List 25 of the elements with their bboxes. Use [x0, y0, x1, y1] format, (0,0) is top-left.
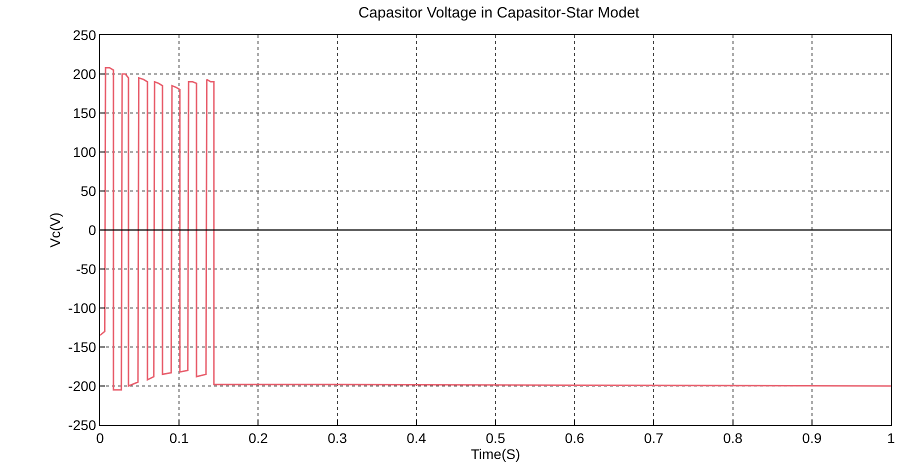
chart-title: Capasitor Voltage in Capasitor-Star Modet [358, 4, 640, 22]
x-tick-label: 0.1 [169, 430, 190, 446]
x-tick-label: 0.2 [248, 430, 268, 446]
line-series [100, 67, 891, 391]
x-tick-label: 0.9 [802, 430, 822, 446]
x-tick-label: 0.5 [486, 430, 506, 446]
x-tick-label: 0.6 [564, 430, 585, 446]
y-tick-label: 50 [80, 182, 96, 199]
y-tick-label: -150 [68, 338, 96, 355]
y-tick-label: -100 [68, 300, 96, 316]
y-tick-label: 250 [72, 26, 96, 43]
y-tick-label: -200 [68, 378, 96, 394]
y-tick-label: 0 [88, 222, 96, 238]
x-tick-label: 0.4 [406, 430, 426, 446]
x-tick-label: 0.3 [328, 430, 348, 446]
y-tick-label: -250 [68, 416, 96, 433]
y-tick-label: 200 [72, 66, 96, 82]
y-tick-label: 150 [72, 104, 96, 121]
y-axis-title: Vc(V) [46, 212, 63, 248]
y-tick-label: -50 [76, 260, 96, 277]
x-tick-label: 0.7 [644, 430, 664, 446]
y-tick-label: 100 [72, 144, 96, 160]
x-tick-label: 1 [887, 430, 896, 446]
x-tick-label: 0.8 [723, 430, 743, 446]
x-axis-title: Time(S) [470, 446, 520, 462]
